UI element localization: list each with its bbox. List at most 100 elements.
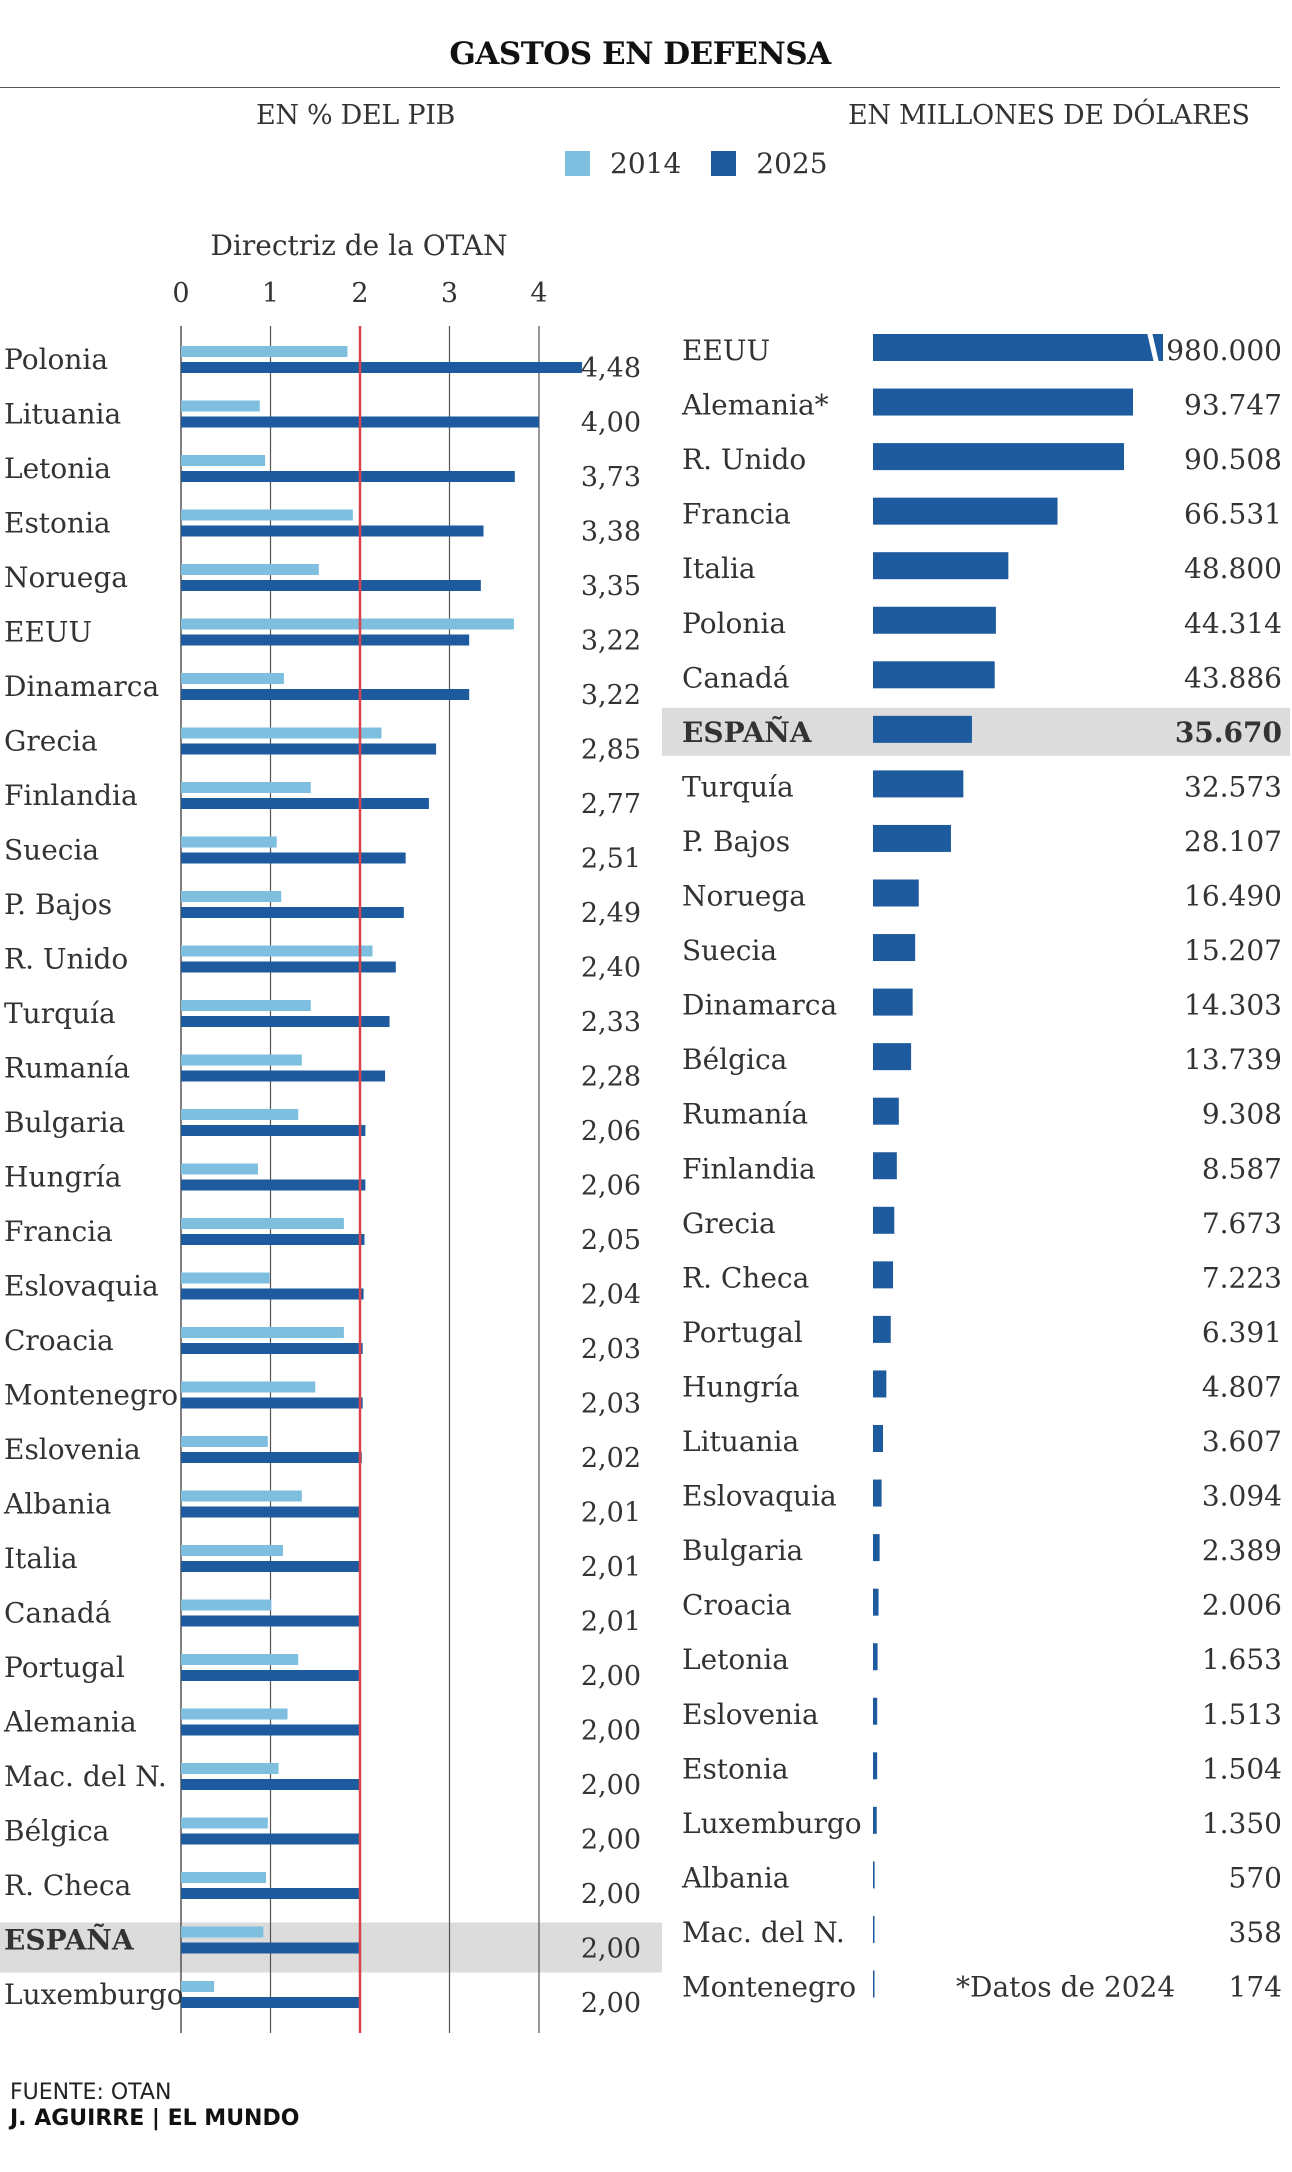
bar-2014	[181, 1218, 344, 1229]
value-label-pct: 2,00	[581, 1879, 641, 1910]
value-label-usd: 8.587	[1202, 1152, 1282, 1185]
value-label-usd: 2.389	[1202, 1534, 1282, 1567]
bar-usd	[873, 1970, 875, 1998]
legend-swatch-2025	[711, 151, 737, 176]
value-label-usd: 174	[1229, 1971, 1282, 2004]
value-label-usd: 66.531	[1184, 498, 1282, 531]
value-label-pct: 2,00	[581, 1661, 641, 1692]
bar-usd	[873, 1697, 878, 1725]
bar-2025	[181, 1397, 363, 1409]
value-label-usd: 980.000	[1166, 334, 1282, 367]
value-label-usd: 3.607	[1202, 1425, 1282, 1458]
bar-2014	[181, 509, 353, 521]
value-label-usd: 43.886	[1184, 661, 1282, 694]
value-label-usd: 13.739	[1184, 1043, 1282, 1076]
bar-2014	[181, 400, 260, 412]
country-label: Canadá	[682, 661, 789, 694]
country-label: Polonia	[682, 607, 786, 640]
value-label-pct: 2,02	[581, 1443, 641, 1474]
country-label: Alemania	[3, 1706, 137, 1739]
country-label: Finlandia	[4, 779, 138, 812]
axis-break-mark	[1146, 329, 1160, 366]
highlight-band-usd	[662, 707, 1290, 756]
value-label-usd: 93.747	[1184, 389, 1282, 422]
bar-2025	[181, 634, 470, 646]
country-label: Mac. del N.	[682, 1916, 845, 1949]
country-label: Luxemburgo	[682, 1807, 862, 1840]
country-label: Eslovenia	[682, 1698, 819, 1731]
value-label-usd: 90.508	[1184, 443, 1282, 476]
bar-2025	[181, 1125, 366, 1136]
bar-usd	[873, 715, 972, 743]
country-label: EEUU	[682, 334, 770, 367]
value-label-pct: 2,06	[581, 1171, 641, 1202]
country-label: EEUU	[4, 616, 92, 649]
bar-2025	[181, 1724, 360, 1736]
value-label-pct: 2,01	[581, 1552, 641, 1583]
value-label-usd: 9.308	[1202, 1098, 1282, 1131]
value-label-usd: 358	[1229, 1916, 1282, 1949]
bar-2014	[181, 1708, 288, 1720]
bar-2025	[181, 1016, 390, 1027]
bar-2025	[181, 689, 470, 700]
country-label: R. Unido	[4, 943, 128, 976]
bar-usd	[873, 606, 996, 634]
bar-usd	[873, 1425, 884, 1452]
bar-2014	[181, 1381, 316, 1393]
value-label-pct: 2,51	[581, 844, 641, 875]
value-label-usd: 15.207	[1184, 934, 1282, 967]
bar-2014	[181, 1490, 302, 1502]
bar-2025	[181, 580, 481, 591]
country-label: ESPAÑA	[4, 1924, 135, 1957]
legend-label-2014: 2014	[610, 147, 682, 180]
bar-2025	[181, 907, 404, 918]
x-tick-label: 4	[530, 278, 547, 309]
value-label-usd: 1.513	[1202, 1698, 1282, 1731]
x-tick-label: 1	[262, 278, 279, 309]
country-label: Portugal	[682, 1316, 803, 1349]
bar-2025	[181, 471, 515, 482]
bar-2014	[181, 1163, 258, 1175]
bar-usd	[873, 1861, 875, 1889]
bar-usd	[873, 1043, 912, 1071]
country-label: R. Checa	[4, 1869, 131, 1902]
bar-usd	[873, 1588, 879, 1616]
value-label-usd: 3.094	[1202, 1480, 1282, 1513]
value-label-usd: 2.006	[1202, 1589, 1282, 1622]
bar-2014	[181, 1545, 284, 1556]
country-label: Albania	[3, 1488, 111, 1521]
bar-2014	[181, 1109, 299, 1120]
country-label: Luxemburgo	[4, 1978, 184, 2011]
value-label-pct: 3,35	[581, 571, 641, 602]
x-tick-label: 2	[351, 278, 368, 309]
bar-usd	[873, 770, 964, 798]
bar-2025	[181, 1452, 362, 1463]
value-label-pct: 2,00	[581, 1770, 641, 1801]
bar-2025	[181, 1833, 360, 1845]
bar-2014	[181, 727, 382, 739]
bar-2025	[181, 362, 582, 373]
value-label-usd: 1.350	[1202, 1807, 1282, 1840]
bar-usd	[873, 824, 951, 852]
bar-2025	[181, 1234, 365, 1245]
bar-2014	[181, 1981, 215, 1992]
country-label: Croacia	[4, 1324, 114, 1357]
country-label: Rumanía	[682, 1098, 808, 1131]
value-label-pct: 3,22	[581, 680, 641, 711]
country-label: Lituania	[682, 1425, 799, 1458]
source-note: FUENTE: OTAN	[10, 2080, 172, 2105]
x-tick-label: 0	[172, 278, 189, 309]
bar-2014	[181, 1872, 267, 1883]
value-label-usd: 7.223	[1202, 1261, 1282, 1294]
bar-2014	[181, 782, 311, 793]
country-label: Bulgaria	[682, 1534, 803, 1567]
country-label: Noruega	[682, 880, 806, 913]
country-label: Letonia	[4, 452, 111, 485]
country-label: Rumanía	[4, 1052, 130, 1085]
value-label-usd: 7.673	[1202, 1207, 1282, 1240]
bar-usd	[873, 879, 919, 907]
country-label: Bélgica	[682, 1043, 787, 1076]
value-label-pct: 3,38	[581, 517, 641, 548]
value-label-pct: 3,73	[581, 462, 641, 493]
value-label-pct: 2,00	[581, 1988, 641, 2019]
